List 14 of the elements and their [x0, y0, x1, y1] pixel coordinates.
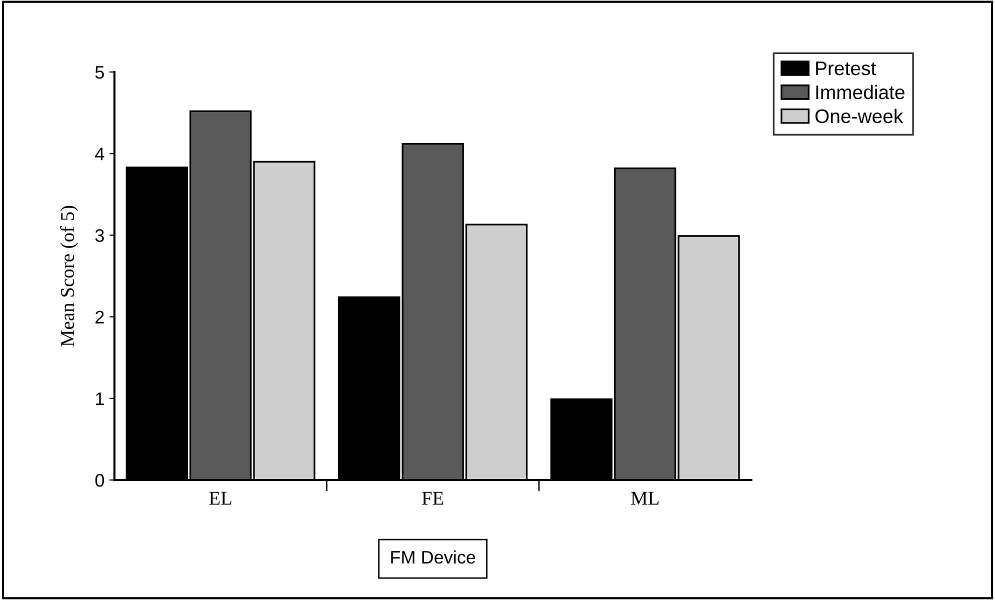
legend-label: Immediate [816, 84, 904, 100]
y-tick-label: 3 [95, 229, 104, 242]
x-tick-label: FE [422, 492, 444, 505]
y-tick-label: 4 [95, 148, 104, 160]
legend-label: One-week [815, 108, 904, 124]
x-tick-label: EL [209, 492, 232, 505]
y-tick-label: 0 [95, 474, 104, 487]
y-tick-label: 1 [96, 392, 104, 405]
x-tick-label: ML [631, 492, 659, 505]
y-axis-title: Mean Score (of 5) [60, 206, 78, 346]
legend-label: Pretest [816, 62, 876, 76]
y-tick-label: 2 [96, 310, 104, 324]
x-axis-title: FM Device [391, 550, 476, 564]
y-tick-label: 5 [95, 66, 104, 79]
